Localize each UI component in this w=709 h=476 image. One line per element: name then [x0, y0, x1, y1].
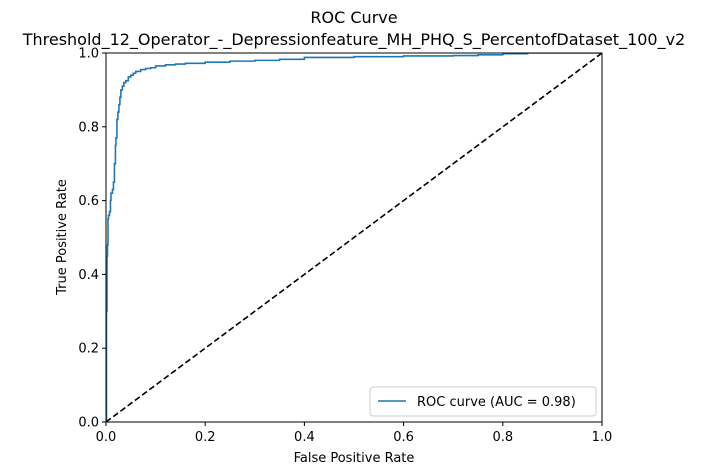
y-tick-label: 0.2 [78, 342, 99, 357]
x-tick-label: 0.6 [393, 430, 414, 445]
y-axis-label: True Positive Rate [55, 179, 70, 296]
legend-box [369, 386, 597, 417]
plot-area [106, 53, 602, 422]
x-axis-label: False Positive Rate [294, 451, 415, 466]
x-tick-label: 0.8 [492, 430, 513, 445]
chart-subtitle: Threshold_12_Operator_-_Depressionfeatur… [22, 30, 686, 50]
y-tick-label: 1.0 [78, 47, 99, 62]
legend-label: ROC curve (AUC = 0.98) [417, 395, 576, 410]
plot-frame [105, 52, 603, 423]
x-tick-label: 0.4 [294, 430, 315, 445]
y-tick-label: 0.6 [78, 194, 99, 209]
chance-diagonal-line [106, 53, 602, 422]
y-axis-ticks: 0.0 0.2 0.4 0.6 0.8 1.0 [78, 47, 106, 431]
x-axis-ticks: 0.0 0.2 0.4 0.6 0.8 1.0 [96, 422, 613, 445]
x-tick-label: 1.0 [592, 430, 613, 445]
y-tick-label: 0.0 [78, 416, 99, 431]
legend: ROC curve (AUC = 0.98) [369, 386, 597, 417]
roc-curve-line [106, 53, 602, 422]
x-tick-label: 0.2 [195, 430, 216, 445]
y-tick-label: 0.8 [78, 120, 99, 135]
y-tick-label: 0.4 [78, 268, 99, 283]
x-tick-label: 0.0 [96, 430, 117, 445]
chart-title: ROC Curve [310, 8, 397, 27]
